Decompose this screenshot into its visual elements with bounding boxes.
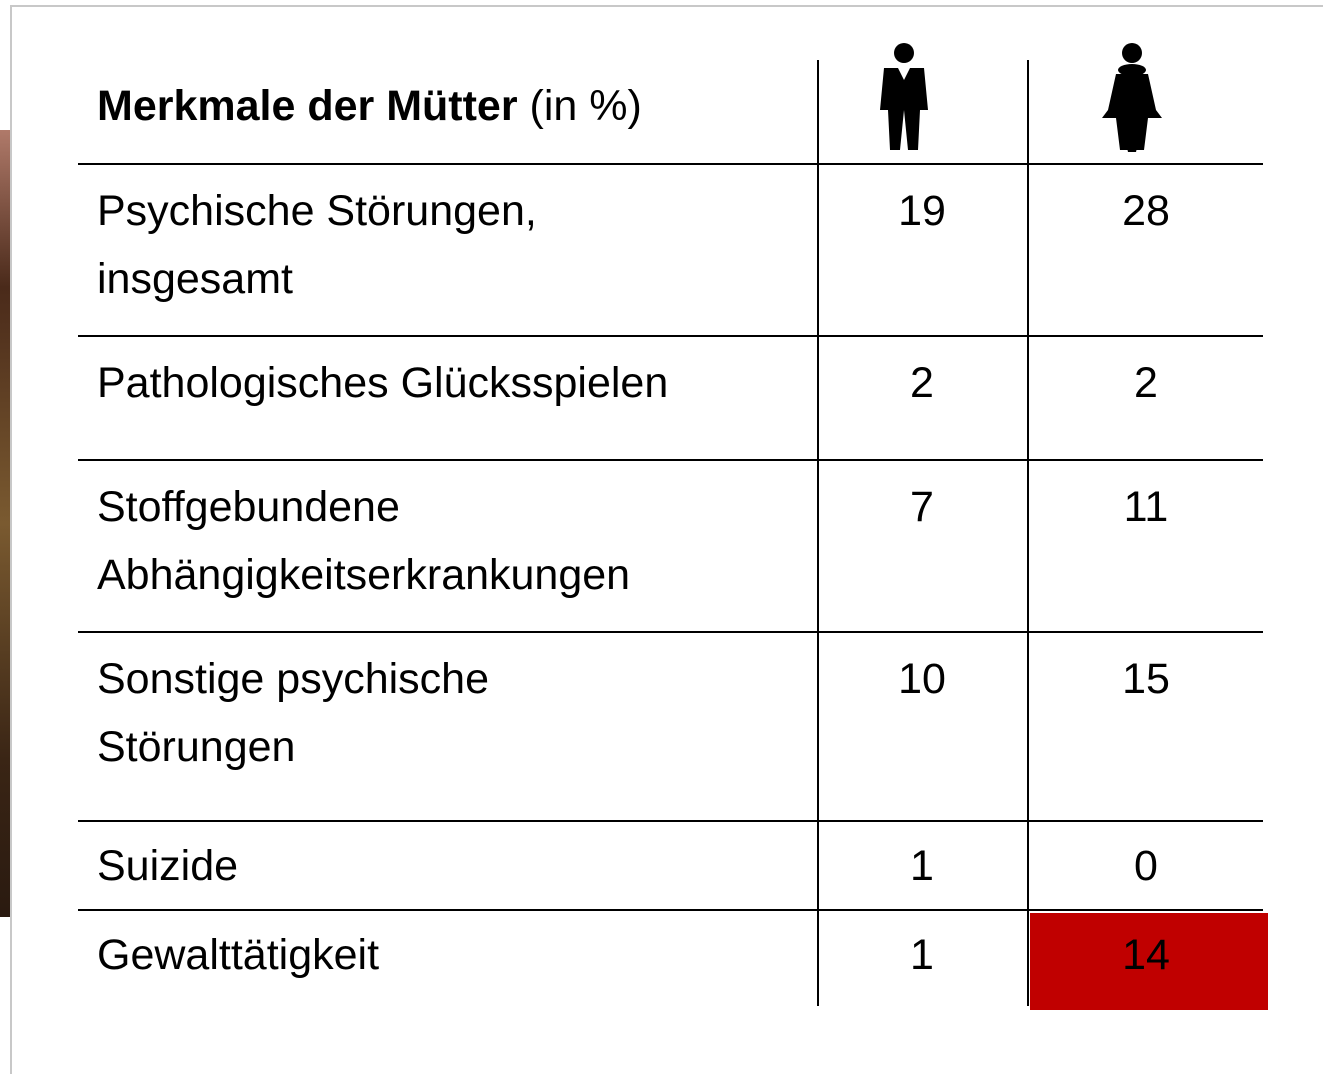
- female-value: 15: [1046, 645, 1246, 713]
- male-value: 1: [822, 832, 1022, 900]
- male-icon: [870, 40, 940, 155]
- row-label: Stoffgebundene: [97, 473, 400, 541]
- header-title-unit: (in %): [530, 82, 642, 130]
- female-value: 11: [1046, 473, 1246, 541]
- row-label: Suizide: [97, 832, 238, 900]
- row-label: Sonstige psychische: [97, 645, 489, 713]
- header-title: Merkmale der Mütter (in %): [97, 72, 642, 140]
- row-divider: [78, 631, 1263, 633]
- female-value: 2: [1046, 349, 1246, 417]
- row-label: Psychische Störungen,: [97, 177, 537, 245]
- row-label: Störungen: [97, 713, 295, 781]
- page: Merkmale der Mütter (in %) Psychische St…: [0, 0, 1323, 1074]
- row-divider: [78, 459, 1263, 461]
- column-divider: [1027, 60, 1029, 1006]
- row-divider: [78, 820, 1263, 822]
- male-value: 1: [822, 921, 1022, 989]
- female-value: 28: [1046, 177, 1246, 245]
- row-label: Gewalttätigkeit: [97, 921, 379, 989]
- column-divider: [817, 60, 819, 1006]
- row-label: insgesamt: [97, 245, 293, 313]
- row-divider: [78, 909, 1263, 911]
- photo-edge: [0, 130, 10, 917]
- male-value: 2: [822, 349, 1022, 417]
- female-icon: [1100, 40, 1175, 155]
- row-label: Abhängigkeitserkrankungen: [97, 541, 630, 609]
- male-value: 19: [822, 177, 1022, 245]
- header-title-bold: Merkmale der Mütter: [97, 82, 518, 130]
- male-value: 10: [822, 645, 1022, 713]
- female-value: 14: [1046, 921, 1246, 989]
- male-value: 7: [822, 473, 1022, 541]
- row-label: Pathologisches Glücksspielen: [97, 349, 668, 417]
- row-divider: [78, 335, 1263, 337]
- female-value: 0: [1046, 832, 1246, 900]
- row-divider: [78, 163, 1263, 165]
